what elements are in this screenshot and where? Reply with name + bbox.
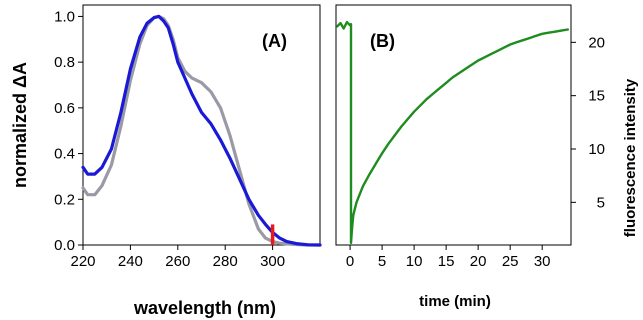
panel-a-y-tick-label: 0.8 — [54, 54, 75, 71]
panel-b-x-ticks: 0 5 10 15 20 25 30 — [346, 245, 551, 270]
panel-a-x-ticks: 220 240 260 280 300 — [70, 245, 285, 270]
panel-b-x-tick-label: 10 — [406, 253, 423, 270]
panel-a-y-tick-label: 0.2 — [54, 191, 75, 208]
panel-a-x-tick-label: 300 — [260, 253, 285, 270]
panel-a-frame — [82, 4, 321, 246]
panel-b-x-tick-label: 15 — [438, 253, 455, 270]
panel-b-y-axis-title: fluorescence intensity — [622, 78, 639, 237]
panel-a-series-group — [81, 14, 322, 247]
panel-a-x-tick-label: 260 — [165, 253, 190, 270]
panel-a-x-tick-label: 240 — [118, 253, 143, 270]
panel-b: 0 5 10 15 20 25 30 5 10 15 20 (B) time (min) fluo… — [335, 4, 639, 310]
panel-a-x-tick-label: 280 — [213, 253, 238, 270]
panel-b-x-tick-label: 5 — [378, 253, 386, 270]
panel-a-y-tick-label: 0.4 — [54, 146, 75, 163]
panel-b-y-tick-label: 5 — [597, 194, 605, 211]
panel-b-y-tick-label: 15 — [588, 88, 605, 105]
panel-b-x-axis-title: time (min) — [419, 293, 491, 310]
panel-b-x-tick-label: 20 — [470, 253, 487, 270]
panel-a-x-tick-label: 220 — [70, 253, 95, 270]
panel-b-x-tick-label: 30 — [534, 253, 551, 270]
panel-b-frame — [335, 4, 572, 246]
panel-b-x-tick-label: 0 — [346, 253, 354, 270]
panel-a: 220 240 260 280 300 0.0 0.2 0.4 0.6 0.8 1.0 (A) w… — [10, 4, 322, 318]
panel-a-y-tick-label: 0.0 — [54, 237, 75, 254]
panel-b-y-ticks: 5 10 15 20 — [571, 34, 605, 211]
panel-b-y-tick-label: 20 — [588, 34, 605, 51]
panel-b-x-tick-label: 25 — [502, 253, 519, 270]
panel-a-y-tick-label: 0.6 — [54, 100, 75, 117]
panel-b-y-tick-label: 10 — [588, 141, 605, 158]
panel-b-series-group — [336, 20, 569, 245]
panel-a-y-ticks: 0.0 0.2 0.4 0.6 0.8 1.0 — [54, 8, 83, 254]
panel-a-y-tick-label: 1.0 — [54, 8, 75, 25]
panel-a-y-axis-title: normalized ΔA — [10, 62, 30, 188]
panel-b-series-1-line — [336, 20, 569, 245]
panel-a-label: (A) — [262, 31, 287, 51]
panel-b-label: (B) — [370, 31, 395, 51]
panel-a-x-axis-title: wavelength (nm) — [133, 298, 276, 318]
